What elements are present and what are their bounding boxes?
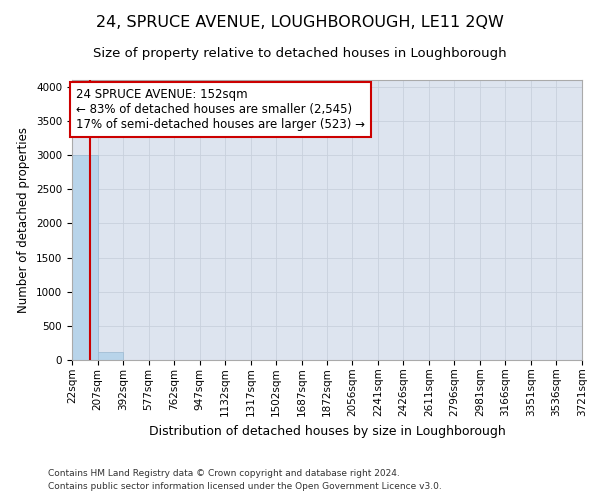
- Text: Size of property relative to detached houses in Loughborough: Size of property relative to detached ho…: [93, 48, 507, 60]
- Y-axis label: Number of detached properties: Number of detached properties: [17, 127, 31, 313]
- X-axis label: Distribution of detached houses by size in Loughborough: Distribution of detached houses by size …: [149, 424, 505, 438]
- Bar: [72, 155, 98, 360]
- Bar: [98, 352, 123, 360]
- Text: 24, SPRUCE AVENUE, LOUGHBOROUGH, LE11 2QW: 24, SPRUCE AVENUE, LOUGHBOROUGH, LE11 2Q…: [96, 15, 504, 30]
- Text: 24 SPRUCE AVENUE: 152sqm
← 83% of detached houses are smaller (2,545)
17% of sem: 24 SPRUCE AVENUE: 152sqm ← 83% of detach…: [76, 88, 365, 131]
- Text: Contains public sector information licensed under the Open Government Licence v3: Contains public sector information licen…: [48, 482, 442, 491]
- Text: Contains HM Land Registry data © Crown copyright and database right 2024.: Contains HM Land Registry data © Crown c…: [48, 468, 400, 477]
